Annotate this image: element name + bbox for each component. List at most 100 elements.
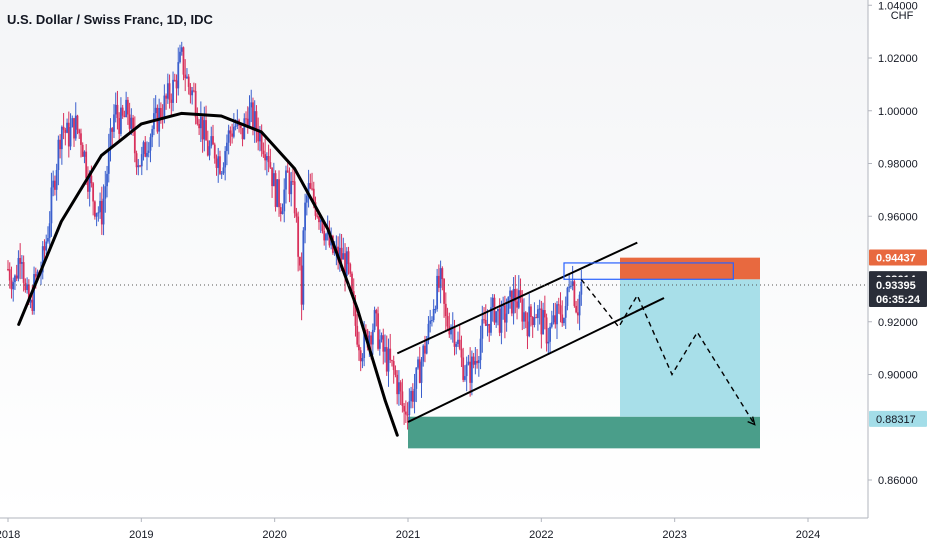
candle-body [80, 133, 82, 145]
candle-body [170, 99, 173, 103]
candle-body [540, 308, 543, 335]
candle-body [536, 309, 539, 318]
candle-body [325, 234, 327, 241]
candle-body [243, 118, 246, 140]
candle-body [566, 287, 569, 306]
candle-body [14, 275, 16, 283]
candle-body [118, 118, 121, 134]
candle-body [545, 317, 548, 344]
candle-body [333, 251, 336, 253]
candle-body [55, 170, 58, 190]
candle-body [531, 317, 534, 325]
candle-body [109, 128, 112, 149]
candle-body [199, 116, 202, 129]
candle-body [469, 361, 472, 383]
candle-body [54, 180, 56, 190]
candle-body [226, 142, 228, 152]
candle-body [7, 269, 9, 270]
candle-body [165, 95, 168, 99]
candle-body [396, 374, 399, 395]
candle-body [239, 125, 242, 128]
channel-lower-line [407, 297, 665, 423]
candle-body [389, 348, 392, 361]
candle-body [578, 294, 581, 316]
y-tick-label: 1.00000 [878, 106, 918, 118]
candle-body [272, 173, 275, 187]
candle-body [474, 360, 477, 365]
candle-body [257, 130, 260, 142]
candle-body [526, 321, 529, 337]
candle-body [111, 128, 114, 132]
candle-body [100, 200, 103, 225]
candle-body [425, 340, 428, 354]
candle-body [377, 313, 379, 349]
candle-body [213, 144, 216, 159]
candle-body [231, 133, 234, 137]
candle-body [168, 83, 171, 100]
candle-body [104, 186, 107, 199]
y-axis-ticks[interactable]: 1.04000 1.02000 1.00000 0.98000 0.96000 0.920… [868, 0, 918, 487]
candle-body [283, 189, 286, 212]
candle-body [69, 127, 72, 147]
candle-body [495, 311, 498, 323]
candle-body [31, 299, 34, 311]
candle-body [422, 345, 425, 362]
y-tick-label: 0.98000 [878, 159, 918, 171]
y-tick-label: 0.96000 [878, 211, 918, 223]
candle-body [10, 280, 13, 290]
candle-body [479, 338, 482, 361]
y-tick-label: 1.04000 [878, 0, 918, 12]
candle-body [234, 125, 237, 127]
candle-body [133, 130, 136, 154]
candle-body [201, 116, 204, 140]
chart-title: U.S. Dollar / Swiss Franc, 1D, IDC [7, 12, 214, 27]
candle-body [8, 269, 11, 281]
candle-body [490, 307, 492, 333]
x-tick-label: 2021 [396, 529, 420, 541]
candle-body [144, 142, 147, 157]
candle-body [417, 359, 419, 368]
candle-body [554, 315, 557, 325]
candle-body [420, 361, 423, 383]
candle-body [429, 320, 432, 324]
candle-body [309, 183, 312, 189]
candle-body [571, 281, 574, 286]
candle-body [394, 370, 397, 375]
countdown-label: 06:35:24 [876, 294, 921, 306]
candle-body [457, 339, 459, 345]
candlestick-series [7, 41, 583, 430]
candle-body [290, 181, 293, 195]
candle-body [318, 216, 320, 223]
candle-body [246, 118, 249, 128]
currency-label: CHF [891, 10, 914, 22]
candle-body [222, 167, 225, 174]
candle-body [259, 131, 261, 142]
candle-body [163, 95, 166, 119]
candle-body [472, 356, 475, 365]
candle-body [498, 308, 501, 333]
candle-body [83, 151, 86, 157]
y-tick-label: 0.90000 [878, 370, 918, 382]
candle-body [184, 74, 187, 79]
candle-body [510, 290, 513, 314]
candle-body [437, 275, 440, 288]
candle-body [206, 140, 209, 156]
candle-body [398, 382, 400, 395]
x-axis-ticks[interactable]: 2018 2019 2020 2021 2022 2023 2024 [0, 518, 820, 541]
candle-body [66, 122, 68, 133]
candle-body [113, 114, 115, 132]
y-tick-label: 0.92000 [878, 317, 918, 329]
candle-body [274, 173, 277, 207]
candle-body [293, 181, 296, 214]
candle-body [406, 414, 409, 416]
candle-body [194, 90, 197, 118]
candle-body [549, 326, 551, 342]
candle-body [85, 151, 88, 179]
candle-body [140, 154, 143, 167]
candle-body [130, 117, 133, 129]
candle-body [81, 144, 84, 157]
candle-body [26, 284, 29, 291]
candle-body [542, 310, 545, 335]
candle-body [90, 175, 93, 184]
